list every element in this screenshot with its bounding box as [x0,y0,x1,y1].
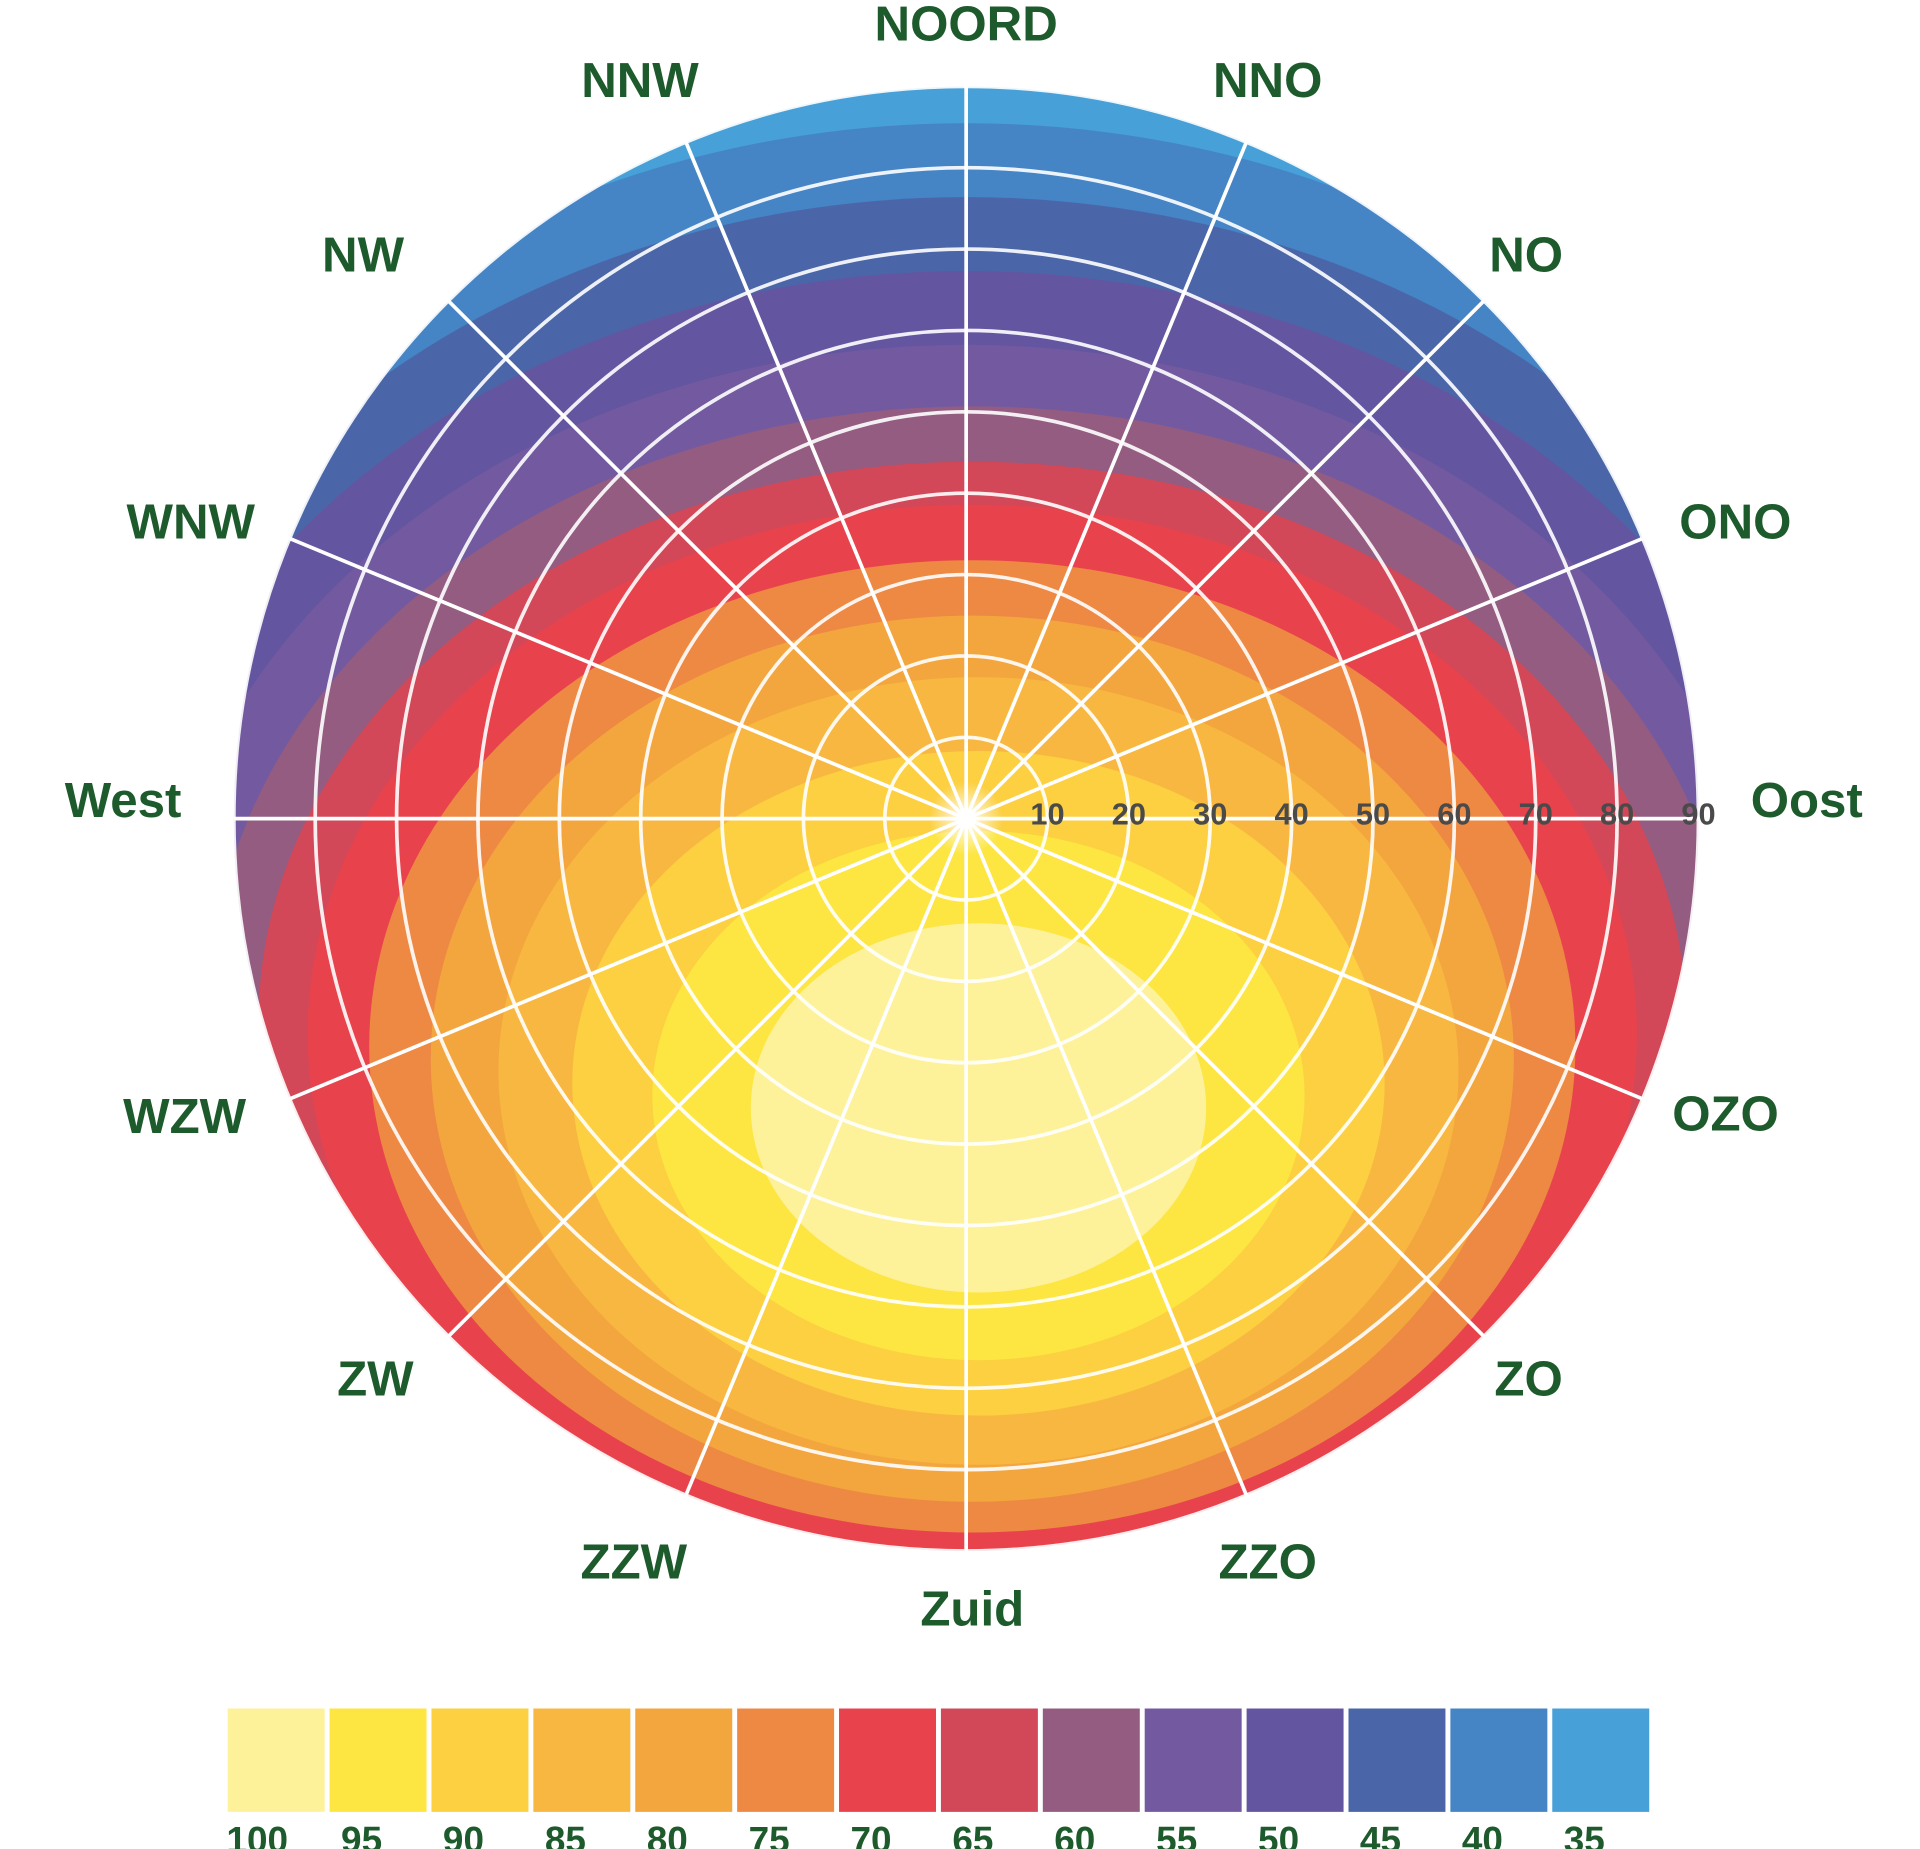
direction-label-noord: NOORD [875,0,1058,51]
legend-label: 100 [226,1819,288,1849]
ring-label: 90 [1681,796,1715,831]
ring-label: 20 [1112,796,1146,831]
legend: 100 95 90 85 80 75 70 65 60 55 50 45 40 35 [226,1708,1650,1849]
spoke-ZZO [964,817,1249,1496]
direction-label-ozo: OZO [1672,1087,1779,1142]
legend-label: 90 [443,1819,484,1849]
legend-swatch-55 [1144,1708,1242,1812]
legend-swatch-70 [839,1708,936,1812]
ring-label: 10 [1030,796,1064,831]
direction-label-nnw: NNW [581,53,699,108]
ring-label: 50 [1356,796,1390,831]
legend-swatch-40 [1450,1708,1548,1812]
color-bands [233,86,1699,1551]
band-100 [750,923,1207,1293]
ring-label: 80 [1600,796,1634,831]
direction-label-zw: ZW [337,1351,414,1406]
direction-label-wzw: WZW [123,1089,247,1144]
legend-label: 80 [647,1819,688,1849]
legend-swatch-85 [533,1708,631,1812]
direction-label-ono: ONO [1679,495,1791,550]
legend-label: 60 [1054,1819,1095,1849]
legend-label: 45 [1360,1819,1401,1849]
spoke-ONO [965,536,1644,821]
spoke-ZW [447,817,968,1338]
direction-label-wnw: WNW [127,495,256,550]
spoke-NW [447,299,968,820]
legend-label: 55 [1156,1819,1197,1849]
legend-swatch-75 [737,1708,835,1812]
ring-label: 60 [1437,796,1471,831]
direction-label-nno: NNO [1213,53,1322,108]
ring-label: 30 [1193,796,1227,831]
legend-swatch-45 [1348,1708,1446,1812]
legend-label: 95 [341,1819,382,1849]
direction-label-no: NO [1489,228,1563,283]
direction-label-zuid: Zuid [920,1582,1024,1637]
legend-label: 75 [749,1819,790,1849]
legend-label: 65 [952,1819,993,1849]
legend-label: 40 [1462,1819,1503,1849]
direction-label-nw: NW [322,228,405,283]
direction-label-zzw: ZZW [581,1535,688,1590]
direction-label-oost: Oost [1751,773,1863,828]
center-glow [929,781,1004,856]
spoke-ZO [964,817,1486,1338]
direction-label-zo: ZO [1494,1351,1562,1406]
spoke-WNW [288,536,967,821]
spoke-NO [964,299,1486,820]
direction-label-zzo: ZZO [1218,1535,1316,1590]
ring-labels: 10 20 30 40 50 60 70 80 90 [1030,796,1715,831]
legend-swatch-80 [635,1708,733,1812]
legend-swatch-35 [1552,1708,1650,1812]
spoke-NNO [964,141,1249,820]
legend-swatch-50 [1246,1708,1344,1812]
legend-swatch-65 [940,1708,1038,1812]
polar-grid [232,84,1701,1553]
legend-label: 70 [851,1819,892,1849]
direction-label-west: West [65,773,182,828]
legend-label: 50 [1258,1819,1299,1849]
direction-labels: NOORD NNO NO ONO Oost OZO ZO ZZO Zuid ZZW ZW WZW Wes… [65,0,1863,1637]
legend-swatch-100 [227,1708,325,1812]
legend-swatch-90 [431,1708,529,1812]
legend-swatch-60 [1042,1708,1140,1812]
ring-label: 40 [1275,796,1309,831]
spoke-ZZW [684,817,968,1496]
spoke-OZO [965,816,1644,1101]
spoke-WZW [288,816,967,1101]
legend-swatch-95 [329,1708,427,1812]
spoke-NNW [684,141,968,820]
legend-label: 35 [1564,1819,1605,1849]
ring-label: 70 [1519,796,1553,831]
legend-label: 85 [545,1819,586,1849]
